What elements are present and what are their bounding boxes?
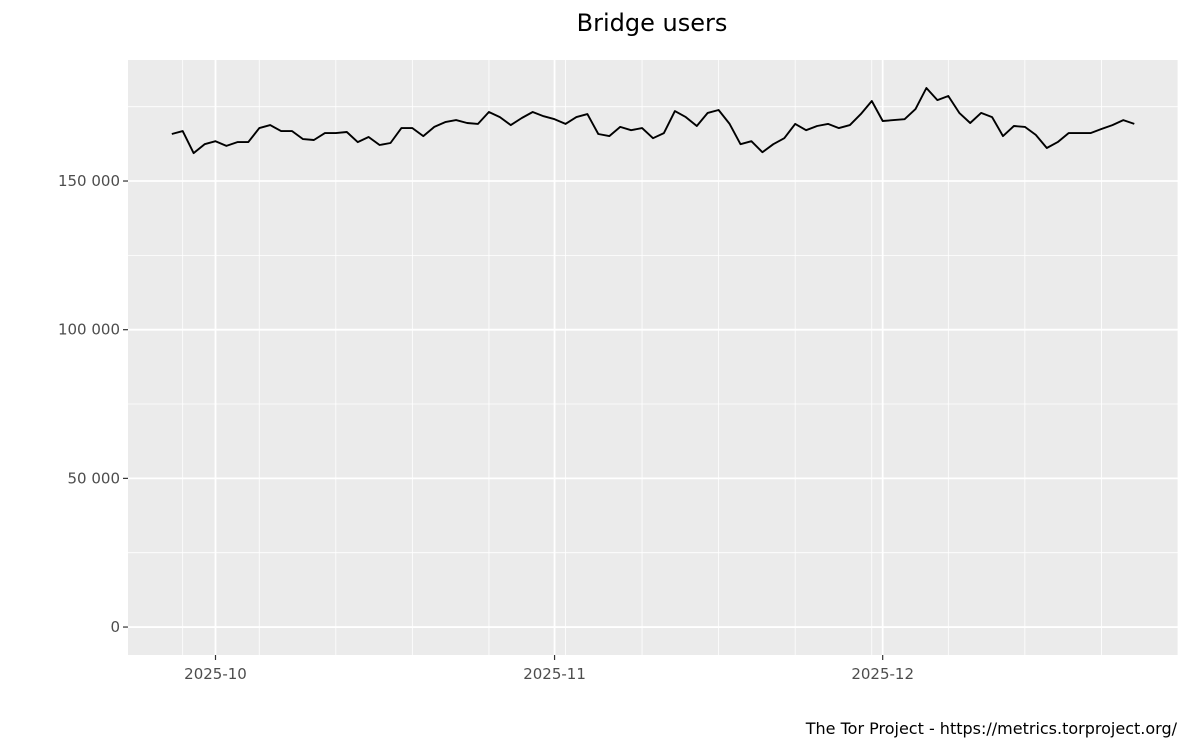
y-tick-label: 0: [110, 618, 120, 636]
x-axis: 2025-10 2025-11 2025-12: [184, 655, 914, 683]
plot-panel: [128, 60, 1178, 655]
chart-caption: The Tor Project - https://metrics.torpro…: [805, 719, 1178, 738]
major-gridlines: [128, 60, 1178, 655]
x-tick-label: 2025-12: [851, 665, 914, 683]
chart-title: Bridge users: [577, 9, 728, 37]
y-axis: 0 50 000 100 000 150 000: [58, 172, 128, 636]
x-tick-label: 2025-11: [523, 665, 586, 683]
x-tick-label: 2025-10: [184, 665, 247, 683]
series-line: [171, 87, 1135, 155]
y-tick-label: 50 000: [68, 469, 121, 487]
y-tick-label: 100 000: [58, 321, 120, 339]
minor-gridlines: [128, 60, 1179, 655]
y-tick-label: 150 000: [58, 172, 120, 190]
